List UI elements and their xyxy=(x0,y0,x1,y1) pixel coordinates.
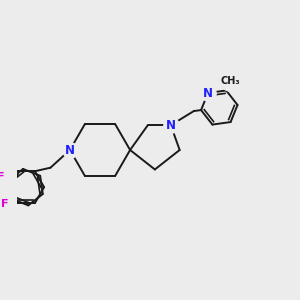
Text: N: N xyxy=(166,119,176,132)
Text: CH₃: CH₃ xyxy=(220,76,240,86)
Text: F: F xyxy=(0,172,5,182)
Text: F: F xyxy=(1,199,8,209)
Text: N: N xyxy=(203,86,213,100)
Text: N: N xyxy=(65,143,75,157)
